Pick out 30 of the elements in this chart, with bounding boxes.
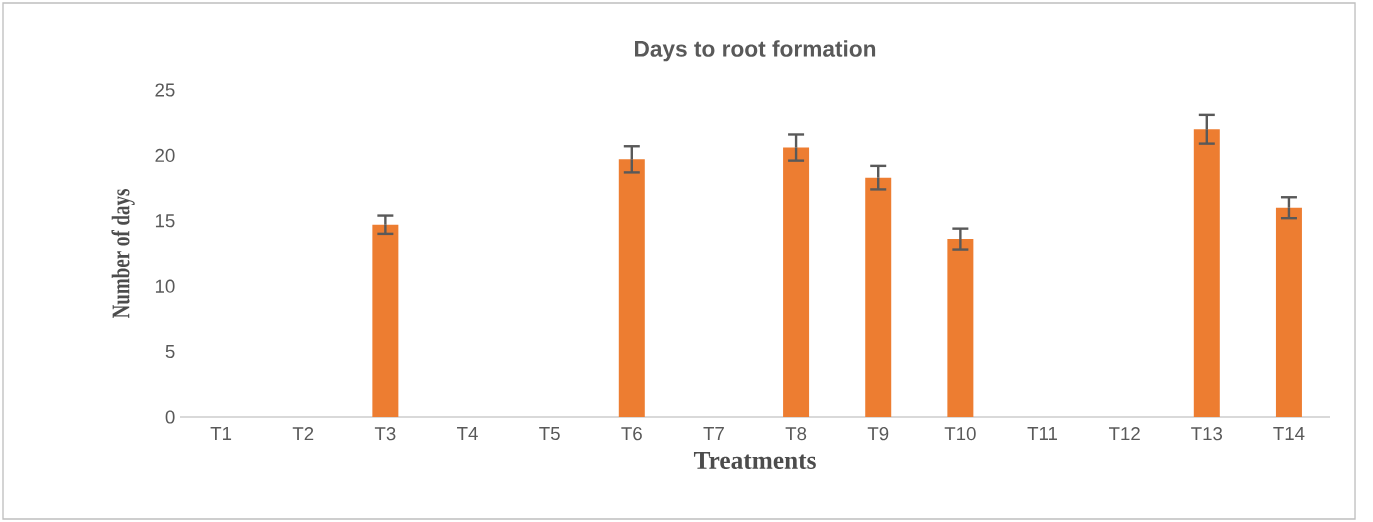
x-tick-label: T5 — [539, 427, 560, 441]
y-tick-label: 20 — [155, 148, 175, 163]
x-tick-label: T3 — [374, 427, 396, 441]
x-tick-label: T13 — [1191, 427, 1223, 441]
x-tick-label: T9 — [867, 427, 889, 441]
y-axis-title: Number of days — [111, 189, 135, 319]
x-axis-title: Treatments — [693, 452, 816, 469]
chart-title: Days to root formation — [635, 40, 876, 62]
x-tick-label: T8 — [785, 427, 807, 441]
x-tick-label: T1 — [210, 427, 232, 440]
bar — [865, 177, 892, 417]
y-tick-label: 0 — [165, 410, 175, 424]
x-tick-label: T2 — [292, 427, 314, 441]
x-tick-label: T11 — [1027, 427, 1057, 440]
x-tick-label: T12 — [1108, 427, 1140, 441]
x-tick-label: T14 — [1273, 427, 1305, 440]
bar — [1193, 129, 1220, 417]
y-tick-label: 10 — [155, 279, 175, 293]
y-tick-label: 5 — [165, 345, 175, 359]
bar — [618, 159, 645, 417]
bar — [947, 239, 974, 417]
bar — [1275, 207, 1302, 417]
bar — [783, 147, 810, 417]
x-tick-label: T6 — [621, 427, 642, 441]
y-tick-label: 25 — [155, 83, 175, 97]
y-tick-label: 15 — [155, 214, 175, 228]
x-tick-label: T7 — [703, 427, 724, 440]
bar — [372, 224, 399, 417]
x-tick-label: T10 — [944, 427, 976, 441]
x-tick-label: T4 — [457, 427, 478, 440]
